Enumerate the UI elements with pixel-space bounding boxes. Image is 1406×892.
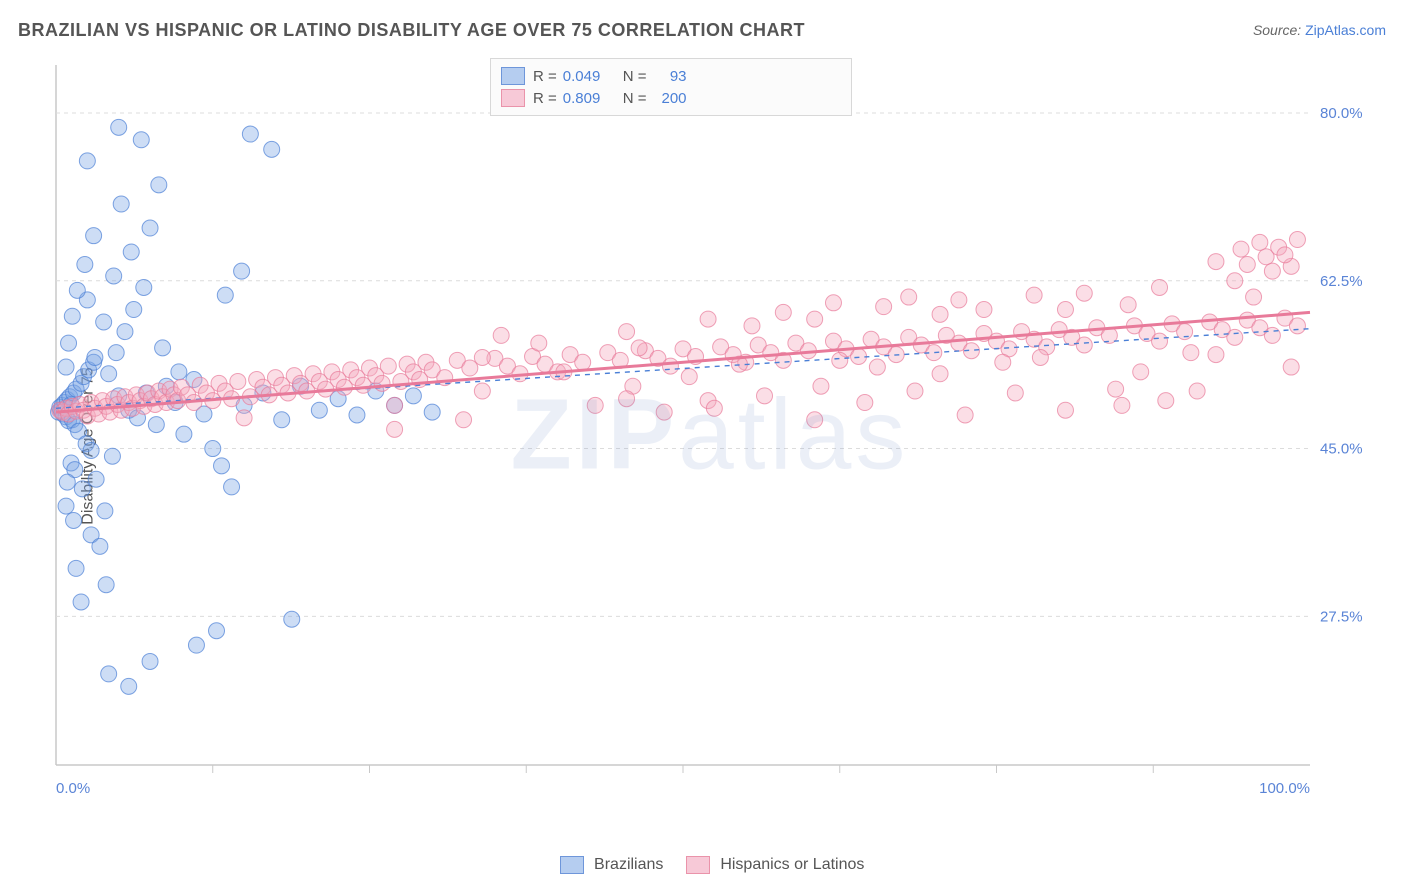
svg-text:45.0%: 45.0% <box>1320 441 1363 458</box>
chart-title: BRAZILIAN VS HISPANIC OR LATINO DISABILI… <box>18 20 805 41</box>
r-label: R = <box>533 90 557 107</box>
series-legend: Brazilians Hispanics or Latinos <box>0 856 1406 874</box>
correlation-legend: R = 0.049 N = 93 R = 0.809 N = 200 <box>490 58 852 116</box>
svg-text:80.0%: 80.0% <box>1320 105 1363 122</box>
svg-text:62.5%: 62.5% <box>1320 273 1363 290</box>
plot-area: ZIPatlas 27.5%45.0%62.5%80.0%0.0%100.0% <box>50 55 1370 815</box>
legend-row-brazilians: R = 0.049 N = 93 <box>501 65 841 87</box>
legend-label-1: Brazilians <box>594 856 663 873</box>
n-value-brazilians: 93 <box>647 68 687 85</box>
legend-swatch-2 <box>686 856 710 874</box>
r-label: R = <box>533 68 557 85</box>
legend-row-hispanics: R = 0.809 N = 200 <box>501 87 841 109</box>
legend-swatch-1 <box>560 856 584 874</box>
source-link[interactable]: ZipAtlas.com <box>1305 22 1386 38</box>
legend-label-2: Hispanics or Latinos <box>720 856 864 873</box>
r-value-brazilians: 0.049 <box>563 68 617 85</box>
n-label: N = <box>623 68 647 85</box>
source-line: Source: ZipAtlas.com <box>1253 22 1386 38</box>
svg-text:0.0%: 0.0% <box>56 780 90 797</box>
svg-text:27.5%: 27.5% <box>1320 608 1363 625</box>
n-label: N = <box>623 90 647 107</box>
source-label: Source: <box>1253 22 1301 38</box>
svg-text:100.0%: 100.0% <box>1259 780 1310 797</box>
r-value-hispanics: 0.809 <box>563 90 617 107</box>
n-value-hispanics: 200 <box>647 90 687 107</box>
legend-swatch-hispanics <box>501 89 525 107</box>
legend-swatch-brazilians <box>501 67 525 85</box>
